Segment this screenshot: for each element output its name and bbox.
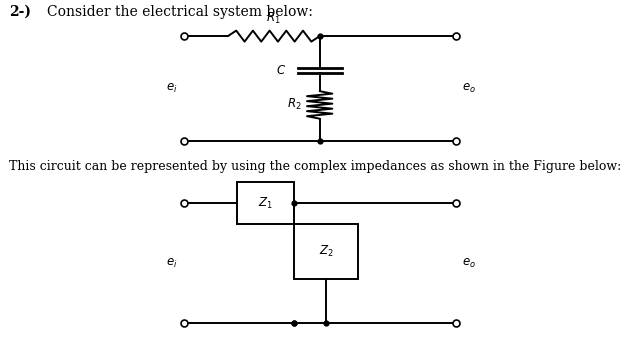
Text: Consider the electrical system below:: Consider the electrical system below: — [47, 5, 313, 19]
Text: $C$: $C$ — [276, 64, 286, 77]
Text: $R_1$: $R_1$ — [266, 11, 281, 26]
Text: $e_o$: $e_o$ — [462, 257, 476, 270]
Text: $Z_1$: $Z_1$ — [258, 195, 273, 211]
Text: $Z_2$: $Z_2$ — [318, 244, 334, 259]
Bar — [237, 182, 294, 224]
Text: This circuit can be represented by using the complex impedances as shown in the : This circuit can be represented by using… — [9, 160, 622, 173]
Text: 2-): 2-) — [9, 5, 32, 19]
Bar — [294, 224, 358, 279]
Text: $e_i$: $e_i$ — [166, 257, 177, 270]
Text: $R_2$: $R_2$ — [287, 97, 302, 112]
Text: $e_i$: $e_i$ — [166, 82, 177, 95]
Text: $e_o$: $e_o$ — [462, 82, 476, 95]
